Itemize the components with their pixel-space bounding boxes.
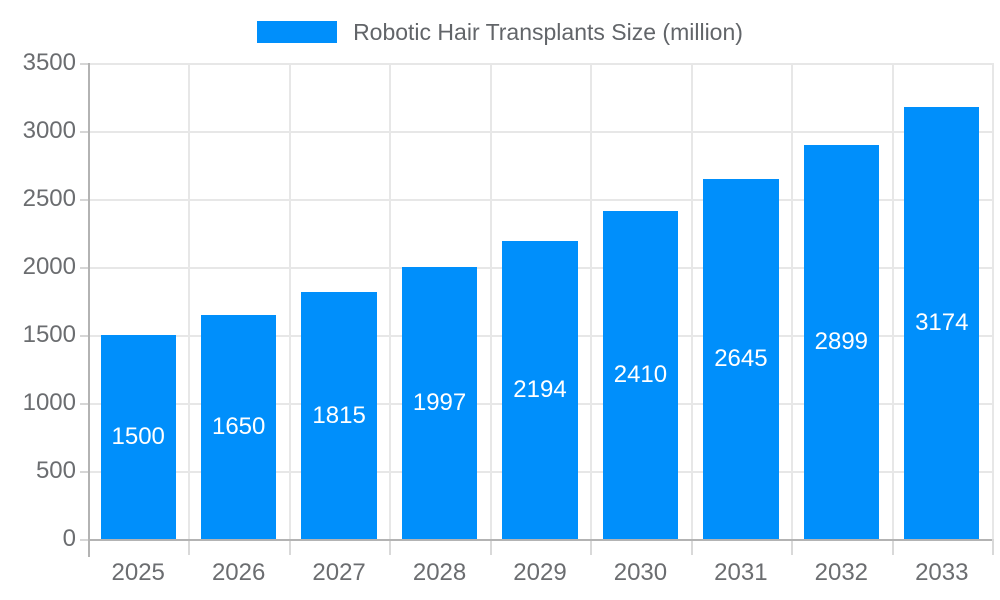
bar-value-label: 2645 bbox=[714, 345, 768, 373]
gridline-v bbox=[489, 63, 492, 539]
bar-value-label: 1997 bbox=[412, 389, 467, 417]
x-axis-label: 2032 bbox=[814, 559, 869, 586]
bar-value-label: 1500 bbox=[111, 423, 165, 450]
y-tick-3500 bbox=[80, 63, 88, 65]
x-axis-label: 2028 bbox=[412, 559, 467, 586]
bar-2032[interactable] bbox=[803, 144, 879, 539]
x-tick bbox=[288, 539, 291, 555]
bar-2026[interactable] bbox=[201, 314, 277, 539]
bar-2025[interactable] bbox=[100, 335, 176, 539]
bar-value-label: 2194 bbox=[513, 375, 567, 403]
y-axis-label: 3000 bbox=[22, 117, 76, 144]
gridline-v bbox=[590, 63, 593, 539]
x-tick bbox=[590, 539, 593, 555]
y-axis-label: 1500 bbox=[22, 321, 76, 348]
bar-value-label: 1815 bbox=[312, 401, 366, 429]
x-tick bbox=[891, 539, 894, 555]
y-axis-label: 2500 bbox=[22, 185, 76, 212]
gridline-v bbox=[188, 63, 191, 539]
gridline-h-3500 bbox=[88, 63, 992, 65]
legend-swatch bbox=[257, 21, 338, 43]
x-axis-label: 2029 bbox=[513, 559, 567, 586]
y-tick-1500 bbox=[80, 335, 88, 337]
gridline-v bbox=[992, 63, 994, 539]
y-tick-500 bbox=[80, 471, 88, 473]
gridline-v bbox=[288, 63, 291, 539]
y-axis-label: 3500 bbox=[22, 49, 76, 76]
bar-value-label: 2899 bbox=[814, 327, 869, 355]
x-axis-line bbox=[88, 539, 992, 541]
x-tick bbox=[791, 539, 794, 555]
y-tick-2500 bbox=[80, 199, 88, 201]
y-tick-3000 bbox=[80, 131, 88, 133]
x-axis-label: 2031 bbox=[714, 559, 768, 586]
x-tick bbox=[489, 539, 492, 555]
bar-2027[interactable] bbox=[301, 292, 377, 539]
y-tick-2000 bbox=[80, 267, 88, 269]
x-axis-label: 2025 bbox=[111, 559, 165, 586]
x-tick bbox=[389, 539, 392, 555]
bar-value-label: 3174 bbox=[915, 309, 969, 337]
y-axis-label: 500 bbox=[35, 457, 76, 484]
y-tick-0 bbox=[80, 539, 88, 541]
x-tick bbox=[188, 539, 191, 555]
y-axis-label: 0 bbox=[62, 525, 76, 552]
x-axis-label: 2027 bbox=[312, 559, 366, 586]
x-axis-label: 2033 bbox=[915, 559, 969, 586]
bar-2030[interactable] bbox=[602, 211, 679, 539]
gridline-v bbox=[389, 63, 392, 539]
y-axis-label: 1000 bbox=[22, 389, 76, 416]
bar-value-label: 2410 bbox=[613, 361, 668, 389]
bar-2031[interactable] bbox=[703, 179, 779, 539]
x-axis-label: 2030 bbox=[613, 559, 668, 586]
x-tick bbox=[992, 539, 994, 555]
bar-2029[interactable] bbox=[502, 240, 578, 539]
gridline-h-2500 bbox=[88, 199, 992, 201]
bar-value-label: 1650 bbox=[211, 412, 266, 440]
chart-legend[interactable]: Robotic Hair Transplants Size (million) bbox=[0, 20, 1000, 44]
gridline-v bbox=[891, 63, 894, 539]
gridline-v bbox=[690, 63, 693, 539]
y-axis-line bbox=[88, 63, 90, 557]
bar-2033[interactable] bbox=[904, 107, 980, 539]
gridline-v bbox=[791, 63, 794, 539]
x-tick bbox=[690, 539, 693, 555]
y-tick-1000 bbox=[80, 403, 88, 405]
bar-2028[interactable] bbox=[401, 267, 478, 539]
gridline-h-3000 bbox=[88, 131, 992, 133]
x-axis-label: 2026 bbox=[211, 559, 266, 586]
y-axis-label: 2000 bbox=[22, 253, 76, 280]
legend-label: Robotic Hair Transplants Size (million) bbox=[353, 19, 743, 45]
